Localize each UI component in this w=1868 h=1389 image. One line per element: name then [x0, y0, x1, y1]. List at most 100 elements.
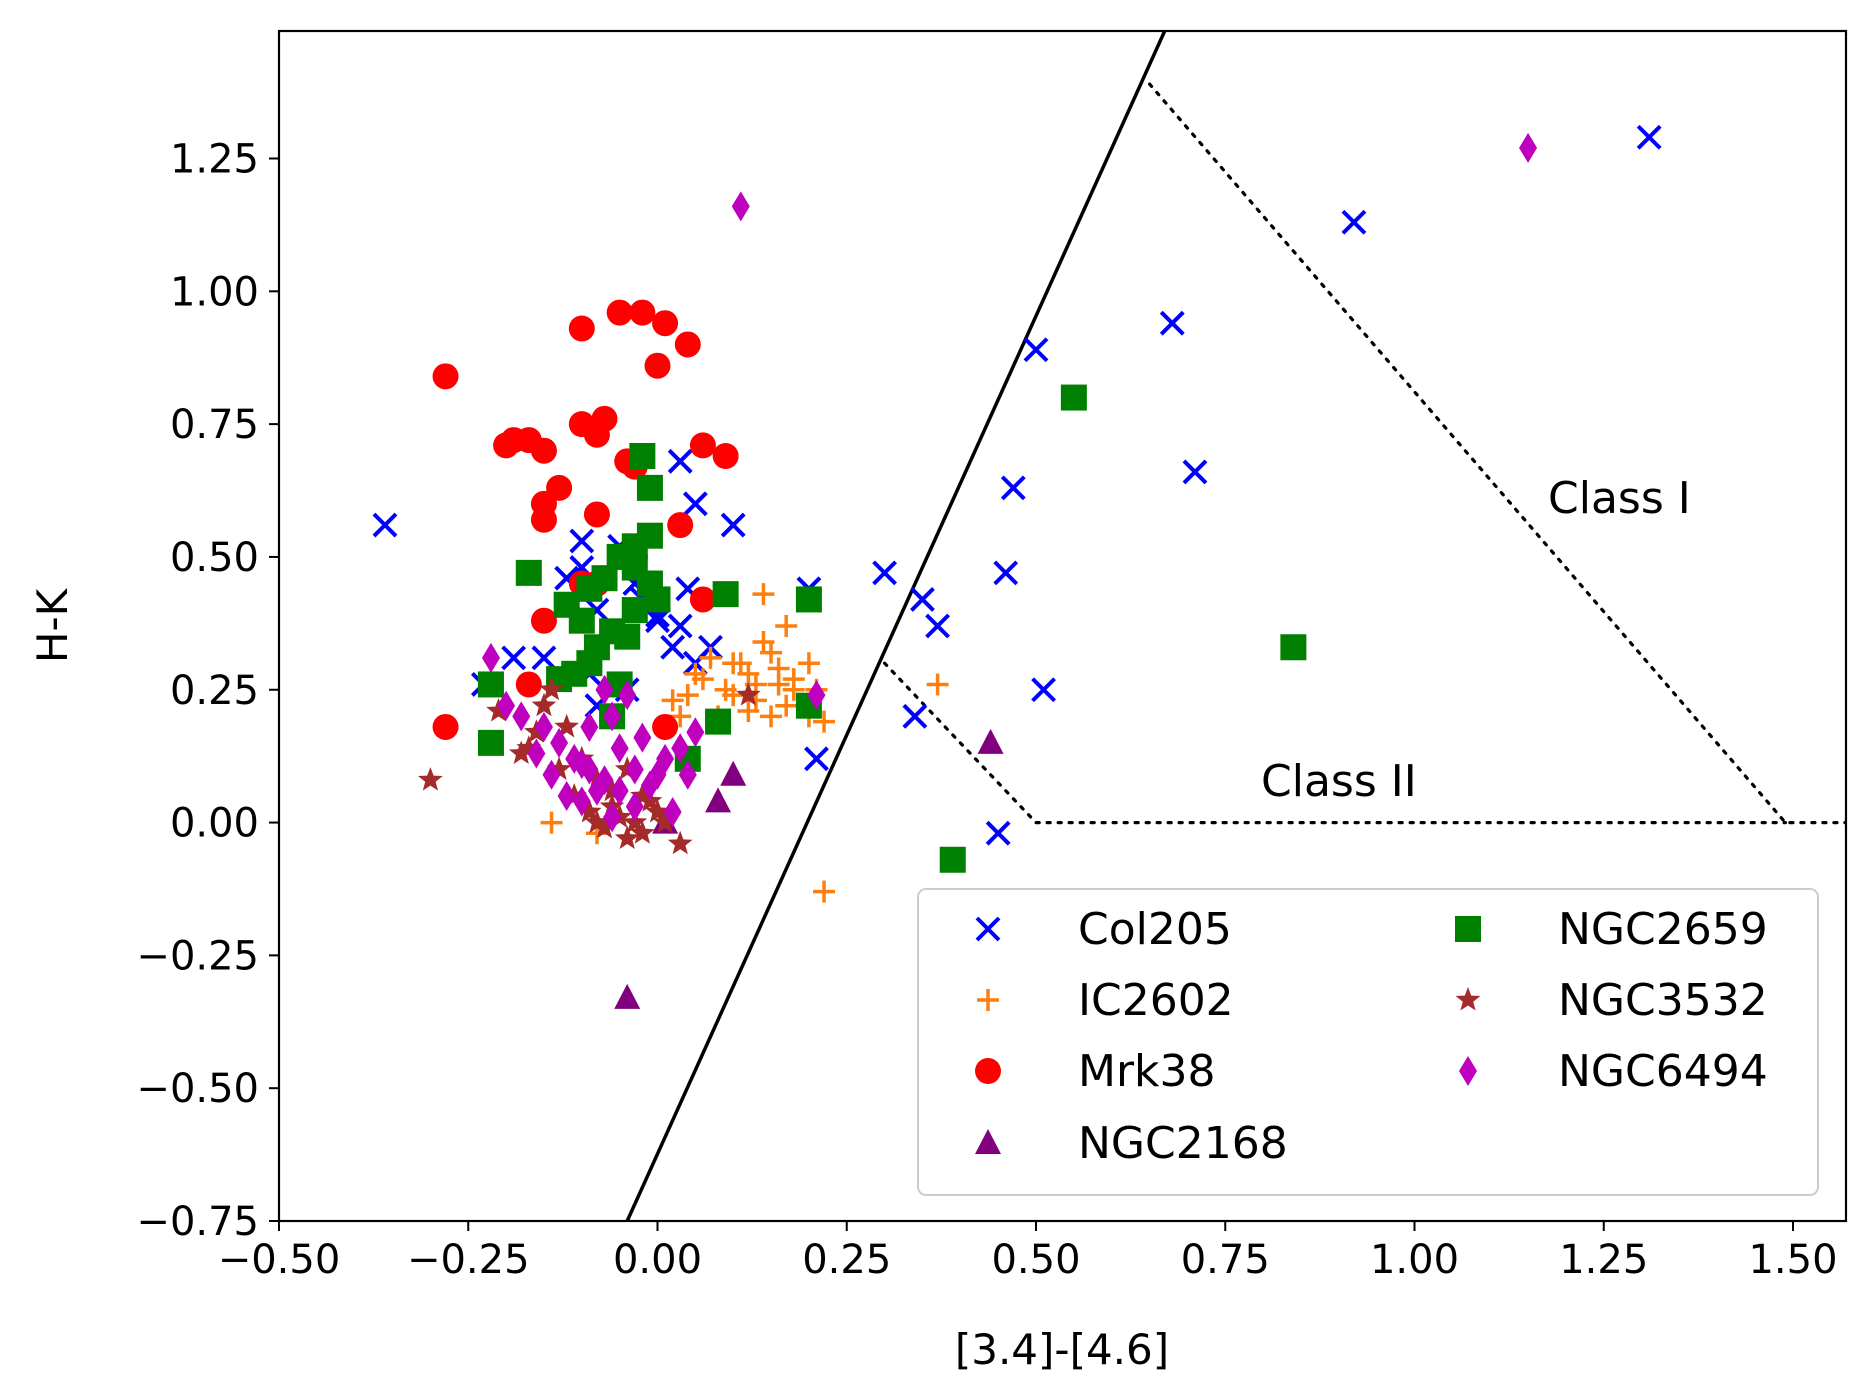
point-col205	[1341, 209, 1367, 235]
x-tick-label: 0.25	[802, 1237, 891, 1283]
point-mrk38	[530, 506, 557, 533]
point-ngc2659	[629, 443, 656, 469]
legend-label-ic2602: IC2602	[1078, 975, 1234, 1026]
point-mrk38	[674, 331, 701, 358]
point-mrk38	[546, 474, 573, 501]
point-ngc3532	[630, 783, 655, 807]
point-mrk38	[515, 671, 542, 698]
point-ic2602	[813, 710, 836, 733]
point-ic2602	[797, 652, 820, 675]
y-tick-label: 0.00	[170, 801, 259, 847]
point-ngc2659	[553, 591, 580, 618]
x-tick-label: 0.75	[1181, 1237, 1270, 1283]
point-ic2602	[722, 684, 745, 707]
point-ngc6494	[550, 727, 569, 758]
point-mrk38	[712, 443, 739, 469]
point-ngc6494	[481, 642, 500, 673]
point-ic2602	[684, 662, 707, 685]
series-ngc6494	[481, 132, 1538, 833]
point-ngc2659	[515, 559, 542, 586]
point-col205	[531, 645, 557, 671]
y-tick-label: 0.75	[170, 402, 259, 448]
point-ngc6494	[731, 191, 750, 222]
point-ngc6494	[1519, 132, 1538, 163]
point-ic2602	[926, 673, 949, 696]
legend-label-ngc6494: NGC6494	[1558, 1046, 1768, 1097]
x-tick-label: −0.50	[218, 1237, 341, 1283]
point-ngc2168	[614, 983, 641, 1009]
x-tick-label: 1.00	[1370, 1237, 1459, 1283]
class-ii-annotation: Class II	[1261, 756, 1417, 807]
legend: Col205 IC2602 Mrk38 NGC2168 NGC2659 NGC3532 NG…	[917, 888, 1819, 1196]
x-tick-label: 1.25	[1559, 1237, 1648, 1283]
point-ic2602	[752, 630, 775, 653]
point-ngc2659	[636, 474, 663, 501]
point-col205	[985, 820, 1011, 846]
legend-marker-ngc3532	[1455, 987, 1481, 1011]
point-ngc6494	[678, 759, 697, 790]
point-ngc6494	[542, 759, 561, 790]
point-mrk38	[667, 512, 694, 539]
point-ngc2659	[795, 586, 822, 613]
point-col205	[1023, 337, 1049, 363]
point-mrk38	[432, 713, 459, 740]
point-col205	[720, 512, 746, 538]
point-col205	[902, 703, 928, 729]
point-ngc3532	[554, 713, 579, 738]
axis-ticks: −0.50 −0.25 0.00 0.25 0.50 0.75 1.00 1.25 1.50 −0…	[136, 137, 1837, 1284]
point-mrk38	[530, 437, 557, 464]
point-mrk38	[591, 405, 618, 432]
class-ii-boundary-line	[882, 661, 1788, 825]
point-mrk38	[432, 363, 459, 390]
point-ngc2659	[1280, 634, 1307, 661]
boundary-lines	[625, 31, 1846, 1221]
x-tick-label: 0.50	[991, 1237, 1080, 1283]
y-tick-label: −0.75	[136, 1199, 259, 1245]
point-ngc3532	[524, 719, 549, 743]
legend-marker-ic2602	[977, 989, 999, 1011]
point-mrk38	[568, 315, 595, 342]
point-col205	[1636, 124, 1662, 150]
y-axis-label: H-K	[28, 587, 77, 663]
point-ic2602	[540, 811, 563, 834]
point-ic2602	[669, 705, 692, 728]
point-ic2602	[767, 657, 790, 680]
point-mrk38	[629, 299, 656, 326]
point-ngc2659	[621, 533, 648, 560]
x-tick-label: −0.25	[407, 1237, 530, 1283]
point-ic2602	[676, 684, 699, 707]
x-tick-label: 0.00	[613, 1237, 702, 1283]
plot-frame	[277, 29, 1848, 1223]
point-ngc6494	[633, 722, 652, 753]
legend-marker-ngc2659	[1455, 916, 1481, 942]
point-col205	[804, 746, 829, 772]
point-mrk38	[530, 607, 557, 634]
point-ngc2168	[720, 760, 747, 786]
y-tick-label: −0.50	[136, 1066, 259, 1112]
point-ngc3532	[486, 698, 511, 722]
point-ngc6494	[595, 674, 614, 705]
legend-label-ngc2168: NGC2168	[1078, 1118, 1288, 1169]
series-ngc2168	[614, 728, 1004, 1009]
point-mrk38	[689, 586, 716, 613]
point-ngc6494	[610, 733, 629, 764]
point-ngc2659	[712, 581, 739, 608]
point-ngc2659	[621, 597, 648, 624]
point-ngc6494	[671, 733, 690, 764]
point-ngc3532	[531, 692, 557, 717]
point-ic2602	[813, 880, 836, 903]
point-col205	[372, 512, 398, 538]
point-ngc3532	[546, 756, 572, 780]
point-ic2602	[775, 615, 798, 637]
point-col205	[667, 613, 693, 639]
legend-label-ngc2659: NGC2659	[1558, 904, 1768, 955]
point-ic2602	[775, 694, 798, 717]
point-ngc2659	[644, 586, 671, 613]
point-ic2602	[699, 646, 722, 669]
point-ic2602	[760, 705, 783, 728]
point-ngc6494	[527, 738, 546, 769]
point-mrk38	[606, 299, 633, 326]
point-ngc6494	[618, 680, 637, 711]
point-ngc6494	[686, 717, 705, 748]
